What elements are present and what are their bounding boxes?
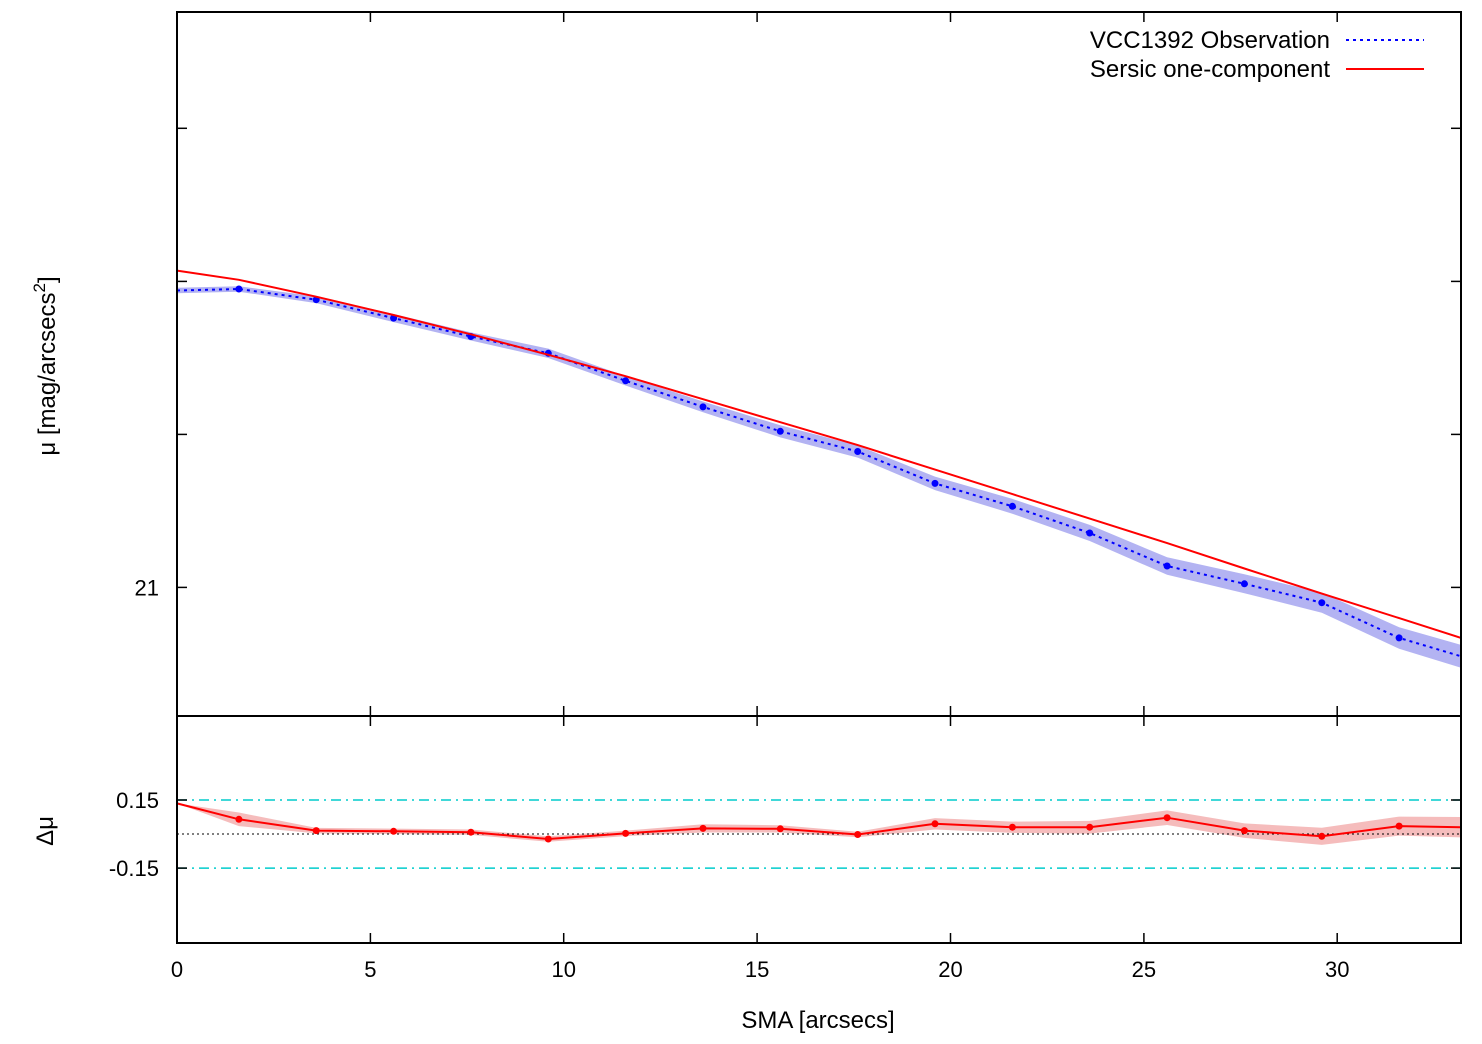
residual-point: [235, 815, 243, 823]
observation-point: [1008, 502, 1016, 510]
observation-point: [1240, 580, 1248, 588]
residual-point: [622, 829, 630, 837]
observation-point: [235, 285, 243, 293]
x-tick-label: 30: [1325, 957, 1349, 982]
x-tick-label: 20: [938, 957, 962, 982]
x-axis-title: SMA [arcsecs]: [741, 1007, 894, 1034]
residual-point: [776, 825, 784, 833]
residual-point: [1318, 832, 1326, 840]
observation-point: [622, 377, 630, 385]
y-axis-title-residual: Δμ: [32, 816, 59, 846]
x-tick-label: 0: [171, 957, 183, 982]
residual-point: [931, 820, 939, 828]
residual-point: [1008, 823, 1016, 831]
observation-point: [776, 427, 784, 435]
data-series: [176, 269, 1462, 843]
axis-ticks: 0 5 10 15 20 25 30 21 0.15 -0.15: [109, 12, 1461, 982]
residual-point: [699, 824, 707, 832]
reference-lines: [177, 799, 1461, 869]
y-axis-title-profile: μ [mag/arcsecs2]: [30, 276, 61, 455]
residual-point: [544, 835, 552, 843]
residual-point: [467, 828, 475, 836]
x-tick-label: 15: [745, 957, 769, 982]
observation-point: [854, 448, 862, 455]
observation-point: [1163, 562, 1171, 570]
residual-point: [312, 827, 320, 835]
observation-point: [699, 403, 707, 411]
x-tick-label: 10: [551, 957, 575, 982]
residual-error-band: [177, 803, 1461, 845]
residual-point: [854, 831, 862, 838]
sersic-fit-line: [176, 269, 1462, 639]
y-tick-label: 0.15: [116, 788, 159, 813]
y-tick-label: 21: [135, 575, 159, 600]
plot-frames: [176, 11, 1462, 944]
y-axis-title-sup: 2: [30, 283, 49, 292]
legend-label-observation: VCC1392 Observation: [1090, 27, 1330, 54]
observation-point: [931, 479, 939, 487]
error-bands: [177, 286, 1461, 845]
residual-point: [390, 827, 398, 835]
residual-point: [1240, 827, 1248, 835]
legend-label-sersic: Sersic one-component: [1090, 56, 1330, 83]
y-axis-title-main: μ [mag/arcsecs: [34, 292, 61, 455]
observation-point: [1318, 599, 1326, 607]
profile-plot-frame: [176, 11, 1462, 717]
y-axis-title-end: ]: [34, 276, 61, 283]
residual-point: [1163, 814, 1171, 822]
legend: VCC1392 Observation Sersic one-component: [1090, 27, 1424, 83]
residual-line: [176, 802, 1462, 841]
residual-point: [1395, 822, 1403, 830]
residual-plot-frame: [176, 715, 1462, 944]
observation-error-band: [177, 286, 1461, 668]
x-tick-label: 5: [364, 957, 376, 982]
observation-line: [176, 287, 1462, 658]
observation-point: [1395, 634, 1403, 642]
observation-point: [1086, 529, 1094, 537]
residual-point: [1086, 823, 1094, 831]
y-tick-label: -0.15: [109, 856, 159, 881]
x-tick-label: 25: [1132, 957, 1156, 982]
